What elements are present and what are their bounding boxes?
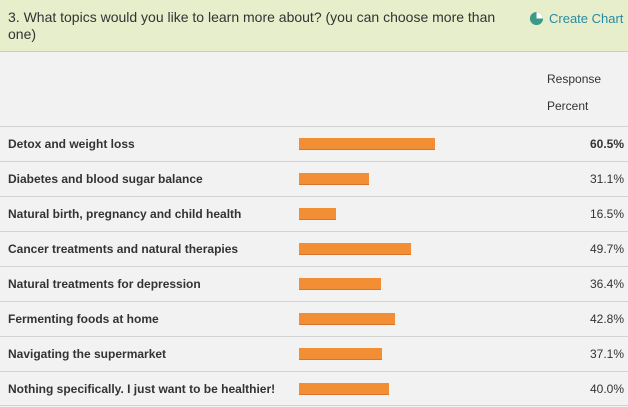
row-percent: 40.0% <box>589 382 624 396</box>
bar-track <box>299 278 524 290</box>
row-percent: 49.7% <box>589 242 624 256</box>
table-row: Cancer treatments and natural therapies … <box>0 231 628 266</box>
percent-bar <box>299 278 381 290</box>
table-row: Diabetes and blood sugar balance 31.1% <box>0 161 628 196</box>
row-percent: 60.5% <box>589 137 624 151</box>
row-percent: 16.5% <box>589 207 624 221</box>
row-label: Nothing specifically. I just want to be … <box>8 382 276 396</box>
table-row: Nothing specifically. I just want to be … <box>0 371 628 406</box>
bar-track <box>299 243 524 255</box>
bar-track <box>299 348 524 360</box>
response-percent-header: Response Percent <box>547 66 627 120</box>
row-label: Navigating the supermarket <box>8 347 167 361</box>
percent-bar <box>299 138 436 150</box>
row-label: Fermenting foods at home <box>8 312 159 326</box>
percent-bar <box>299 313 396 325</box>
percent-bar <box>299 348 383 360</box>
table-row: Navigating the supermarket 37.1% <box>0 336 628 371</box>
row-label: Natural birth, pregnancy and child healt… <box>8 207 242 221</box>
row-label: Cancer treatments and natural therapies <box>8 242 239 256</box>
percent-bar <box>299 208 337 220</box>
bar-track <box>299 138 524 150</box>
percent-bar <box>299 243 411 255</box>
bar-track <box>299 208 524 220</box>
bar-track <box>299 313 524 325</box>
table-row: Natural birth, pregnancy and child healt… <box>0 196 628 231</box>
create-chart-button[interactable]: Create Chart <box>529 10 623 26</box>
row-label: Natural treatments for depression <box>8 277 201 291</box>
table-row: Fermenting foods at home 42.8% <box>0 301 628 336</box>
bar-track <box>299 173 524 185</box>
column-header-line1: Response <box>547 72 602 86</box>
results-rows: Detox and weight loss 60.5% Diabetes and… <box>0 126 628 406</box>
results-table: Response Percent Detox and weight loss 6… <box>0 53 628 407</box>
pie-chart-icon <box>529 11 544 25</box>
row-label: Detox and weight loss <box>8 137 135 151</box>
table-row: Natural treatments for depression 36.4% <box>0 266 628 301</box>
bar-track <box>299 383 524 395</box>
row-percent: 37.1% <box>589 347 624 361</box>
create-chart-label[interactable]: Create Chart <box>549 10 624 26</box>
question-header: 3. What topics would you like to learn m… <box>0 0 628 52</box>
percent-bar <box>299 383 389 395</box>
row-percent: 36.4% <box>589 277 624 291</box>
row-percent: 42.8% <box>589 312 624 326</box>
table-row: Detox and weight loss 60.5% <box>0 126 628 161</box>
column-header-line2: Percent <box>547 99 589 113</box>
row-percent: 31.1% <box>589 172 624 186</box>
row-label: Diabetes and blood sugar balance <box>8 172 203 186</box>
question-title: 3. What topics would you like to learn m… <box>8 9 496 42</box>
percent-bar <box>299 173 369 185</box>
